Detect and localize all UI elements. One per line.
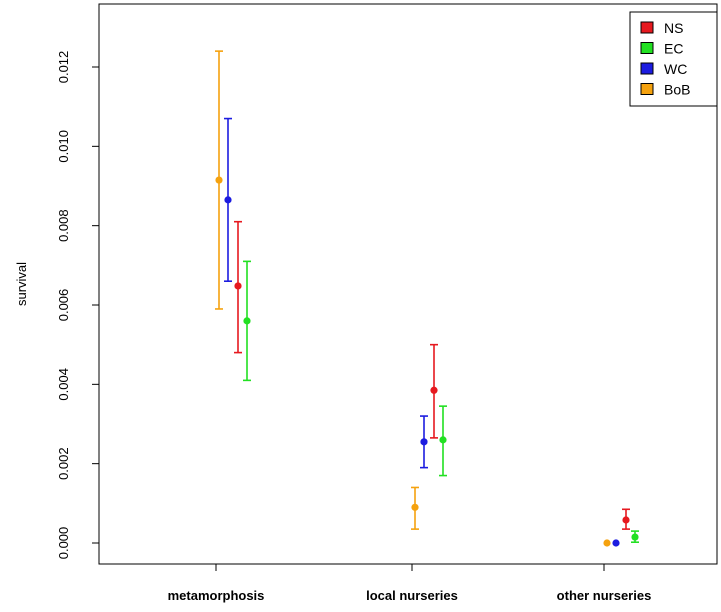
data-point-ec xyxy=(631,533,639,541)
y-axis: 0.000 0.002 0.004 0.006 0.008 0.010 0.012 xyxy=(56,51,99,560)
legend-swatch-wc xyxy=(640,62,654,75)
error-bar-ec xyxy=(631,530,639,544)
data-point-ns xyxy=(430,386,438,394)
data-point-ns xyxy=(234,282,242,290)
data-point-ec xyxy=(243,317,251,325)
legend-label-ec: EC xyxy=(664,41,683,57)
data-point-ns xyxy=(622,516,630,524)
data-point-bob xyxy=(411,503,419,511)
y-tick-label: 0.006 xyxy=(56,289,71,322)
data-point-bob xyxy=(603,539,611,547)
error-bar-bob xyxy=(603,539,611,547)
error-bar-ec xyxy=(439,405,447,477)
legend-swatch-ec xyxy=(640,42,654,54)
y-tick-label: 0.008 xyxy=(56,209,71,242)
error-bar-wc xyxy=(224,117,232,283)
error-bar-ns xyxy=(430,343,438,439)
legend-swatch-ns xyxy=(640,21,654,34)
legend: NS EC WC BoB xyxy=(629,11,718,107)
error-bar-wc xyxy=(420,415,428,469)
data-point-wc xyxy=(612,539,620,547)
x-tick-label: local nurseries xyxy=(366,588,458,603)
legend-label-wc: WC xyxy=(664,61,687,77)
x-tick-label: metamorphosis xyxy=(168,588,265,603)
data-point-ec xyxy=(439,436,447,444)
data-point-bob xyxy=(215,176,223,184)
error-bar-ns xyxy=(622,508,630,530)
y-tick-label: 0.010 xyxy=(56,130,71,163)
error-bar-ns xyxy=(234,220,242,354)
y-tick-label: 0.000 xyxy=(56,527,71,560)
legend-swatch-bob xyxy=(640,83,654,95)
error-bar-wc xyxy=(612,539,620,547)
error-bar-ec xyxy=(243,260,251,382)
legend-label-ns: NS xyxy=(664,20,683,36)
data-point-wc xyxy=(420,438,428,446)
error-bars xyxy=(215,50,639,547)
y-tick-label: 0.012 xyxy=(56,51,71,84)
x-axis: metamorphosis local nurseries other nurser… xyxy=(168,564,652,603)
error-bar-bob xyxy=(215,50,223,310)
plot-area xyxy=(98,3,718,565)
legend-label-bob: BoB xyxy=(664,82,690,98)
x-tick-label: other nurseries xyxy=(557,588,652,603)
data-point-wc xyxy=(224,196,232,204)
error-bar-bob xyxy=(411,486,419,530)
y-axis-label: survival xyxy=(14,262,29,306)
y-tick-label: 0.004 xyxy=(56,368,71,401)
y-tick-label: 0.002 xyxy=(56,447,71,480)
plot-border xyxy=(98,3,718,565)
